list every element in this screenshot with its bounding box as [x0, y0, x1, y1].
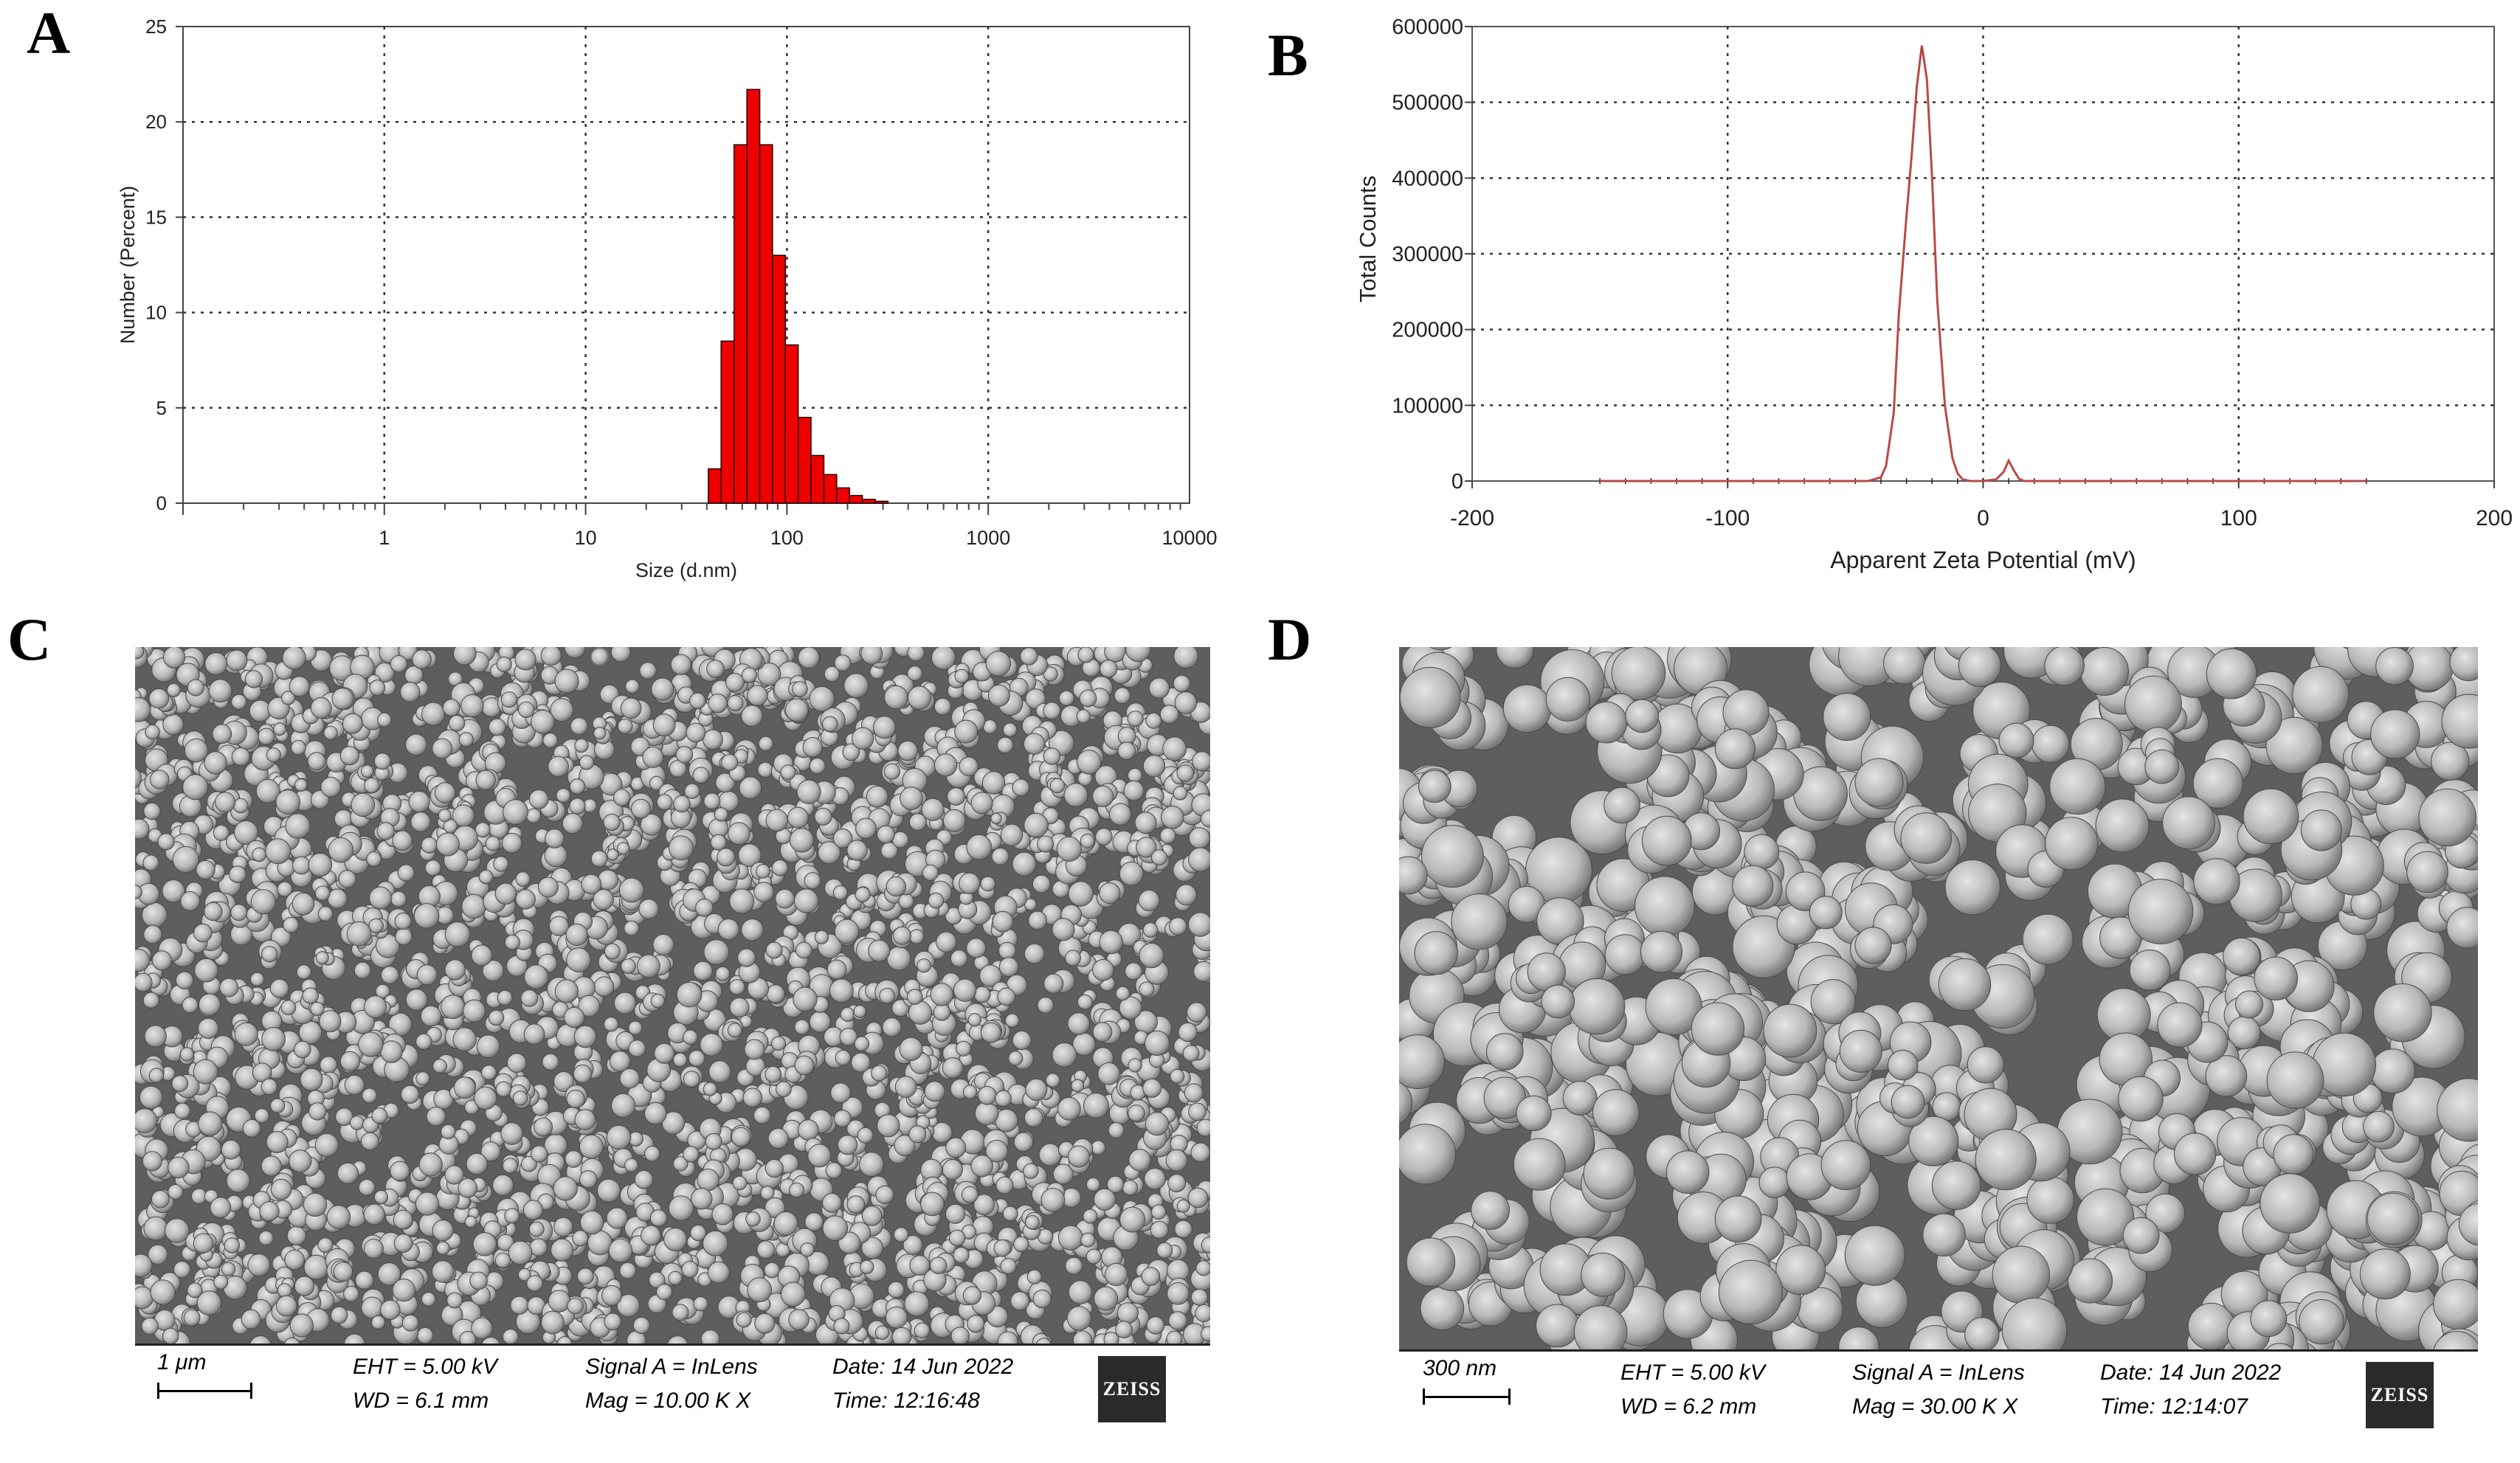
x-tick-label: 100 — [770, 527, 804, 549]
y-tick-label: 200000 — [1392, 319, 1463, 342]
x-tick-label: 1000 — [966, 527, 1010, 549]
y-tick-label: 25 — [145, 15, 167, 38]
x-axis-label: Apparent Zeta Potential (mV) — [1830, 547, 2136, 573]
y-tick-label: 20 — [145, 111, 167, 133]
panel-letter-c: C — [7, 606, 52, 673]
scale-tick-left-c — [157, 1383, 159, 1399]
y-tick-label: 0 — [1451, 470, 1463, 494]
y-tick-label: 500000 — [1392, 91, 1463, 115]
x-tick-label: 0 — [1977, 506, 1989, 530]
x-tick-label: -100 — [1705, 506, 1750, 530]
signal-d: Signal A = InLens — [1852, 1360, 2025, 1385]
panel-letter-a: A — [27, 0, 71, 66]
sem-image-d: 300 nm EHT = 5.00 kV WD = 6.2 mm Signal … — [1399, 647, 2478, 1439]
scale-tick-right-c — [250, 1383, 252, 1399]
sem-databar-d: 300 nm EHT = 5.00 kV WD = 6.2 mm Signal … — [1399, 1349, 2478, 1439]
scale-label-d: 300 nm — [1423, 1356, 1497, 1380]
sem-particles — [1399, 647, 2478, 1391]
y-tick-label: 300000 — [1392, 243, 1463, 266]
zeta-potential-chart: -200 -100 0 100 200 0 100000 200000 300000 400000… — [1355, 15, 2513, 573]
panel-letter-b: B — [1268, 21, 1308, 89]
y-axis-label: Number (Percent) — [117, 186, 139, 345]
scale-bar-d — [1423, 1396, 1510, 1398]
mag-c: Mag = 10.00 K X — [585, 1388, 751, 1413]
zeiss-logo-c: ZEISS — [1098, 1356, 1166, 1422]
size-distribution-chart: 0 5 10 15 20 25 1 10 100 1000 10000 Size (d.nm) Numb… — [117, 15, 1218, 581]
date-d: Date: 14 Jun 2022 — [2100, 1360, 2282, 1385]
scale-tick-left-d — [1423, 1388, 1425, 1405]
time-c: Time: 12:16:48 — [832, 1388, 980, 1413]
y-tick-label: 10 — [145, 302, 167, 324]
sem-micrograph-c — [135, 647, 1210, 1360]
time-d: Time: 12:14:07 — [2100, 1394, 2248, 1419]
y-tick-label: 0 — [156, 492, 167, 514]
x-tick-label: 200 — [2476, 506, 2513, 530]
y-tick-label: 100000 — [1392, 394, 1463, 418]
plot-frame-a — [182, 26, 1190, 504]
signal-c: Signal A = InLens — [585, 1355, 758, 1379]
y-tick-label: 15 — [145, 206, 167, 228]
scale-bar-c — [157, 1390, 252, 1392]
scale-label-c: 1 μm — [157, 1350, 207, 1374]
sem-image-c: 1 μm EHT = 5.00 kV WD = 6.1 mm Signal A … — [135, 647, 1210, 1433]
x-tick-label: 100 — [2220, 506, 2257, 530]
y-tick-label: 400000 — [1392, 167, 1463, 190]
date-c: Date: 14 Jun 2022 — [832, 1355, 1014, 1379]
mag-d: Mag = 30.00 K X — [1852, 1394, 2018, 1419]
zeta-series-line — [1600, 45, 2367, 483]
sem-micrograph-d — [1399, 647, 2478, 1391]
y-axis-label: Total Counts — [1355, 176, 1381, 302]
x-tick-label: 1 — [379, 527, 390, 549]
scale-tick-right-d — [1508, 1388, 1511, 1405]
sem-particles — [135, 647, 1210, 1360]
histogram-bar — [874, 500, 889, 504]
x-tick-label: 10 — [575, 527, 597, 549]
y-tick-label: 600000 — [1392, 15, 1463, 39]
wd-c: WD = 6.1 mm — [353, 1388, 489, 1413]
panel-letter-d: D — [1268, 606, 1312, 673]
x-axis-label: Size (d.nm) — [635, 559, 737, 581]
y-tick-label: 5 — [156, 397, 167, 419]
sem-databar-c: 1 μm EHT = 5.00 kV WD = 6.1 mm Signal A … — [135, 1343, 1210, 1433]
eht-c: EHT = 5.00 kV — [353, 1355, 497, 1379]
x-tick-label: -200 — [1450, 506, 1494, 530]
x-tick-label: 10000 — [1161, 527, 1217, 549]
zeiss-logo-d: ZEISS — [2366, 1362, 2434, 1428]
wd-d: WD = 6.2 mm — [1620, 1394, 1757, 1419]
eht-d: EHT = 5.00 kV — [1620, 1360, 1765, 1385]
